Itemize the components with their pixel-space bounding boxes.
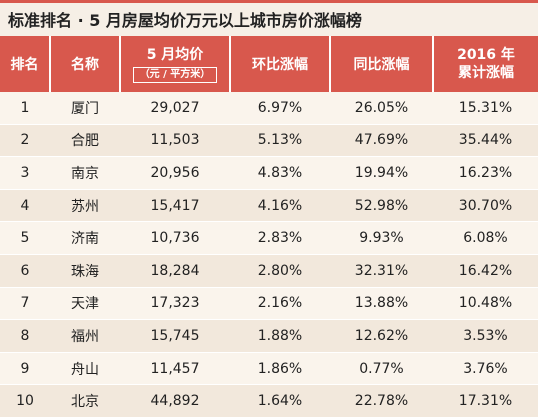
cell-rank: 2 bbox=[0, 124, 50, 158]
cell-ytd: 3.53% bbox=[433, 319, 538, 353]
table-row: 8 福州 15,745 1.88% 12.62% 3.53% bbox=[0, 319, 538, 353]
cell-city: 珠海 bbox=[50, 254, 120, 288]
cell-city: 舟山 bbox=[50, 352, 120, 386]
cell-rank: 8 bbox=[0, 319, 50, 353]
cell-rank: 3 bbox=[0, 156, 50, 190]
cell-yoy: 0.77% bbox=[330, 352, 433, 386]
cell-rank: 6 bbox=[0, 254, 50, 288]
cell-ytd: 35.44% bbox=[433, 124, 538, 158]
table-header-row: 排名 名称 5 月均价 （元 / 平方米） 环比涨幅 同比涨幅 2016 年 累… bbox=[0, 36, 538, 92]
cell-price: 20,956 bbox=[120, 156, 230, 190]
cell-mom: 6.97% bbox=[230, 92, 330, 125]
cell-ytd: 10.48% bbox=[433, 287, 538, 321]
table-row: 9 舟山 11,457 1.86% 0.77% 3.76% bbox=[0, 352, 538, 386]
cell-yoy: 13.88% bbox=[330, 287, 433, 321]
cell-price: 17,323 bbox=[120, 287, 230, 321]
cell-mom: 2.80% bbox=[230, 254, 330, 288]
header-ytd-line1: 2016 年 bbox=[457, 47, 515, 63]
page-title: 标准排名 · 5 月房屋均价万元以上城市房价涨幅榜 bbox=[0, 0, 538, 36]
cell-city: 济南 bbox=[50, 221, 120, 255]
cell-rank: 9 bbox=[0, 352, 50, 386]
cell-ytd: 15.31% bbox=[433, 92, 538, 125]
cell-city: 天津 bbox=[50, 287, 120, 321]
cell-yoy: 19.94% bbox=[330, 156, 433, 190]
header-rank: 排名 bbox=[0, 36, 51, 92]
cell-mom: 5.13% bbox=[230, 124, 330, 158]
header-mom: 环比涨幅 bbox=[230, 36, 331, 92]
table-row: 6 珠海 18,284 2.80% 32.31% 16.42% bbox=[0, 254, 538, 288]
cell-rank: 4 bbox=[0, 189, 50, 223]
cell-yoy: 9.93% bbox=[330, 221, 433, 255]
table-row: 3 南京 20,956 4.83% 19.94% 16.23% bbox=[0, 156, 538, 190]
cell-mom: 1.86% bbox=[230, 352, 330, 386]
ranking-table: 排名 名称 5 月均价 （元 / 平方米） 环比涨幅 同比涨幅 2016 年 累… bbox=[0, 36, 538, 418]
header-price: 5 月均价 （元 / 平方米） bbox=[120, 36, 231, 92]
header-ytd: 2016 年 累计涨幅 bbox=[433, 36, 538, 92]
cell-yoy: 26.05% bbox=[330, 92, 433, 125]
cell-mom: 4.16% bbox=[230, 189, 330, 223]
cell-city: 厦门 bbox=[50, 92, 120, 125]
cell-price: 15,745 bbox=[120, 319, 230, 353]
cell-price: 29,027 bbox=[120, 92, 230, 125]
table-body: 1 厦门 29,027 6.97% 26.05% 15.31% 2 合肥 11,503 5.13%… bbox=[0, 92, 538, 418]
header-price-label: 5 月均价 bbox=[146, 46, 204, 63]
header-yoy: 同比涨幅 bbox=[330, 36, 434, 92]
table-row: 2 合肥 11,503 5.13% 47.69% 35.44% bbox=[0, 124, 538, 158]
cell-rank: 1 bbox=[0, 92, 50, 125]
cell-ytd: 3.76% bbox=[433, 352, 538, 386]
cell-yoy: 32.31% bbox=[330, 254, 433, 288]
header-city: 名称 bbox=[50, 36, 121, 92]
cell-rank: 5 bbox=[0, 221, 50, 255]
table-row: 7 天津 17,323 2.16% 13.88% 10.48% bbox=[0, 287, 538, 321]
cell-ytd: 17.31% bbox=[433, 384, 538, 418]
cell-yoy: 47.69% bbox=[330, 124, 433, 158]
cell-price: 15,417 bbox=[120, 189, 230, 223]
table-row: 5 济南 10,736 2.83% 9.93% 6.08% bbox=[0, 221, 538, 255]
cell-city: 合肥 bbox=[50, 124, 120, 158]
cell-ytd: 16.23% bbox=[433, 156, 538, 190]
cell-city: 福州 bbox=[50, 319, 120, 353]
cell-city: 南京 bbox=[50, 156, 120, 190]
cell-city: 北京 bbox=[50, 384, 120, 418]
header-price-unit: （元 / 平方米） bbox=[132, 66, 218, 83]
table-row: 1 厦门 29,027 6.97% 26.05% 15.31% bbox=[0, 92, 538, 125]
table-row: 10 北京 44,892 1.64% 22.78% 17.31% bbox=[0, 384, 538, 418]
cell-city: 苏州 bbox=[50, 189, 120, 223]
cell-ytd: 30.70% bbox=[433, 189, 538, 223]
cell-price: 10,736 bbox=[120, 221, 230, 255]
cell-price: 11,503 bbox=[120, 124, 230, 158]
cell-price: 18,284 bbox=[120, 254, 230, 288]
cell-yoy: 52.98% bbox=[330, 189, 433, 223]
cell-ytd: 6.08% bbox=[433, 221, 538, 255]
cell-ytd: 16.42% bbox=[433, 254, 538, 288]
cell-price: 11,457 bbox=[120, 352, 230, 386]
cell-yoy: 12.62% bbox=[330, 319, 433, 353]
cell-mom: 4.83% bbox=[230, 156, 330, 190]
cell-rank: 7 bbox=[0, 287, 50, 321]
cell-mom: 1.64% bbox=[230, 384, 330, 418]
cell-rank: 10 bbox=[0, 384, 50, 418]
cell-price: 44,892 bbox=[120, 384, 230, 418]
table-row: 4 苏州 15,417 4.16% 52.98% 30.70% bbox=[0, 189, 538, 223]
cell-mom: 2.83% bbox=[230, 221, 330, 255]
header-ytd-line2: 累计涨幅 bbox=[458, 65, 514, 81]
cell-yoy: 22.78% bbox=[330, 384, 433, 418]
cell-mom: 2.16% bbox=[230, 287, 330, 321]
cell-mom: 1.88% bbox=[230, 319, 330, 353]
